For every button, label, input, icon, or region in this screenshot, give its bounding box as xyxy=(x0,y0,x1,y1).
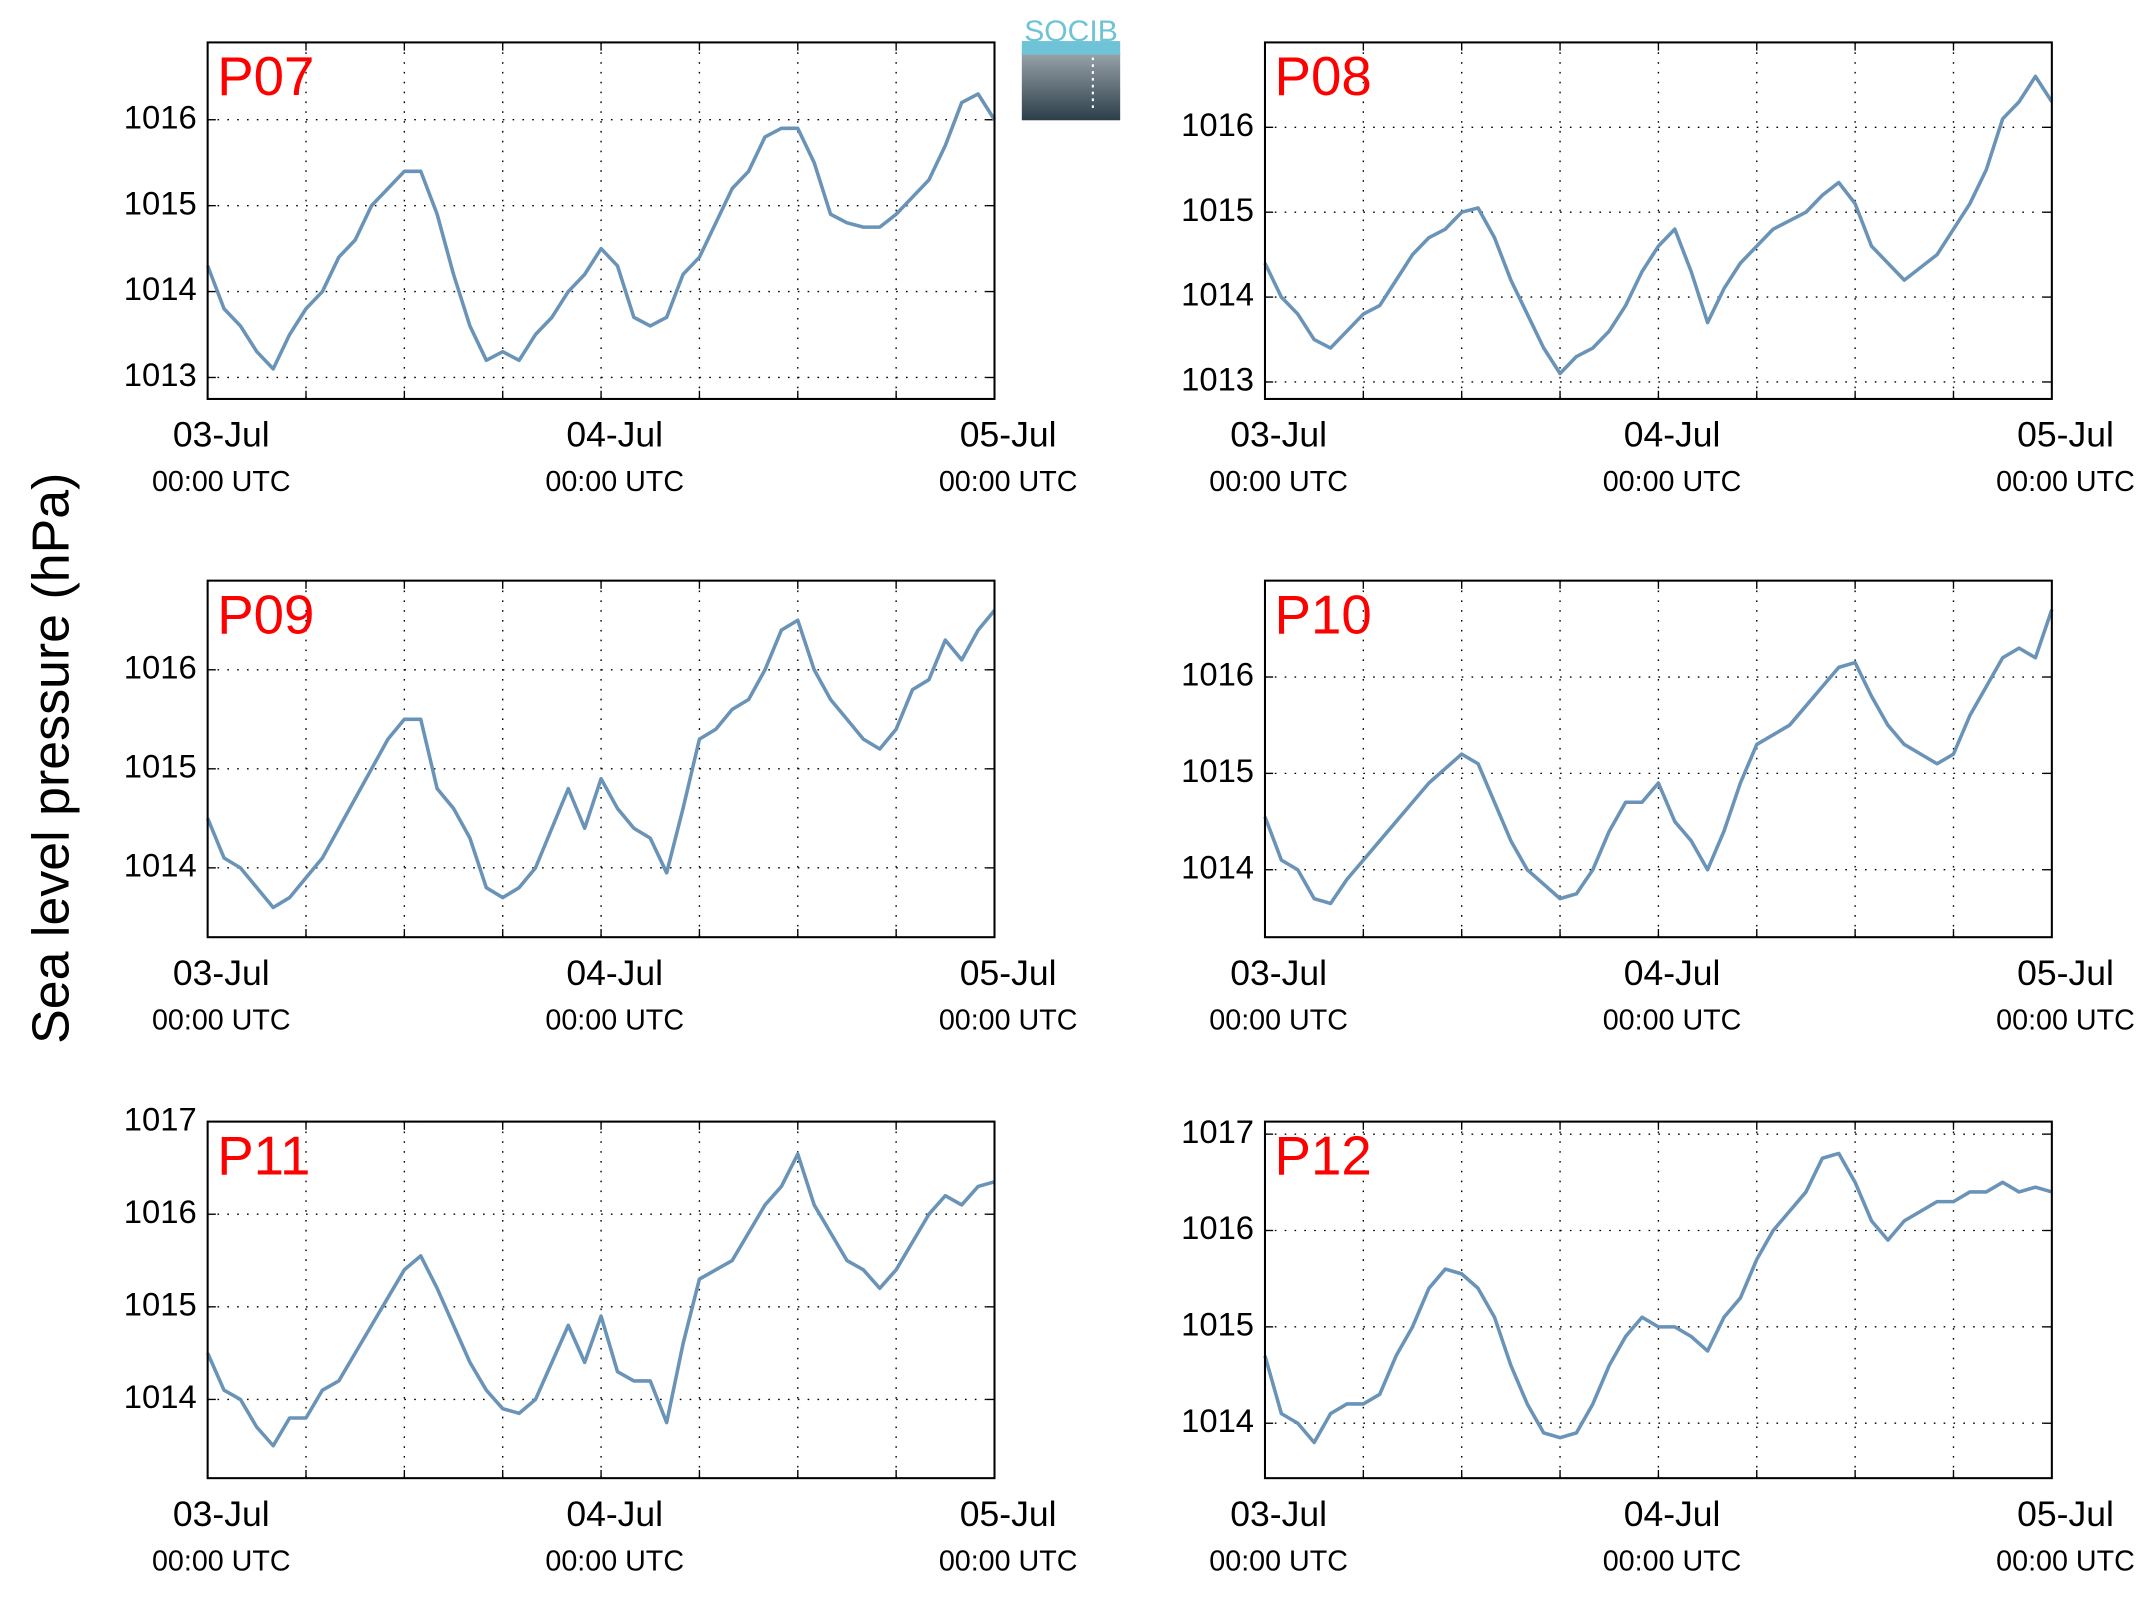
subplot: 1014 1015 1016 03-Jul 00:00 UTC 04-Jul 00:00 U… xyxy=(1181,579,2135,1036)
y-tick-label: 1017 xyxy=(1181,1113,1254,1150)
x-tick-label: 04-Jul xyxy=(1624,953,1721,993)
x-tick-sublabel: 00:00 UTC xyxy=(1603,1004,1742,1036)
y-tick-label: 1015 xyxy=(1181,191,1254,228)
x-tick-sublabel: 00:00 UTC xyxy=(939,1004,1078,1036)
x-tick-sublabel: 00:00 UTC xyxy=(1209,1545,1348,1577)
plot-frame xyxy=(206,579,996,939)
x-tick-label: 03-Jul xyxy=(173,1494,270,1534)
panel-title: P09 xyxy=(217,584,314,645)
plot-frame xyxy=(1263,579,2053,939)
y-tick-label: 1014 xyxy=(1181,1402,1254,1439)
data-line xyxy=(1263,608,2054,906)
y-tick-label: 1017 xyxy=(124,1100,197,1137)
x-tick-sublabel: 00:00 UTC xyxy=(1996,1545,2135,1577)
x-tick-label: 05-Jul xyxy=(2017,1494,2114,1534)
logo: SOCIB xyxy=(1021,15,1121,121)
y-tick-label: 1016 xyxy=(1181,106,1254,143)
y-tick-label: 1014 xyxy=(124,1378,197,1415)
x-tick-sublabel: 00:00 UTC xyxy=(545,466,684,498)
data-line xyxy=(205,92,996,371)
data-line xyxy=(1263,1151,2053,1445)
y-tick-label: 1014 xyxy=(1181,276,1254,313)
x-tick-label: 03-Jul xyxy=(1230,415,1327,455)
x-tick-sublabel: 00:00 UTC xyxy=(545,1545,684,1577)
data-line xyxy=(206,609,996,910)
x-tick-sublabel: 00:00 UTC xyxy=(545,1004,684,1036)
x-tick-sublabel: 00:00 UTC xyxy=(1996,1004,2135,1036)
data-line xyxy=(206,1152,995,1448)
x-tick-label: 05-Jul xyxy=(2017,953,2114,993)
subplot: 1014 1015 1016 1017 03-Jul 00:00 UTC 04-Jul 00:… xyxy=(124,1100,1078,1577)
x-tick-sublabel: 00:00 UTC xyxy=(939,466,1078,498)
x-tick-sublabel: 00:00 UTC xyxy=(1996,466,2135,498)
panel-title: P10 xyxy=(1275,584,1372,645)
y-tick-label: 1013 xyxy=(124,356,197,393)
y-tick-label: 1015 xyxy=(124,184,197,221)
x-tick-label: 03-Jul xyxy=(1230,953,1327,993)
x-tick-sublabel: 00:00 UTC xyxy=(1603,1545,1742,1577)
panel-title: P08 xyxy=(1275,46,1372,107)
y-tick-label: 1015 xyxy=(124,1285,197,1322)
x-tick-label: 03-Jul xyxy=(173,953,270,993)
y-tick-label: 1013 xyxy=(1181,361,1254,398)
x-tick-label: 04-Jul xyxy=(566,953,663,993)
y-tick-label: 1016 xyxy=(124,1193,197,1230)
y-tick-label: 1016 xyxy=(1181,1209,1254,1246)
panel-title: P12 xyxy=(1275,1125,1372,1186)
x-tick-sublabel: 00:00 UTC xyxy=(152,1004,291,1036)
x-tick-label: 03-Jul xyxy=(1230,1494,1327,1534)
y-tick-label: 1016 xyxy=(124,648,197,685)
x-tick-sublabel: 00:00 UTC xyxy=(152,1545,291,1577)
plot-frame xyxy=(1263,41,2053,400)
y-axis-label: Sea level pressure (hPa) xyxy=(22,473,80,1044)
data-line xyxy=(1263,74,2054,376)
y-tick-label: 1015 xyxy=(1181,752,1254,789)
x-tick-sublabel: 00:00 UTC xyxy=(152,466,291,498)
x-tick-label: 05-Jul xyxy=(960,1494,1057,1534)
y-tick-label: 1014 xyxy=(124,270,197,307)
subplot: 1013 1014 1015 1016 03-Jul 00:00 UTC 04-Jul 00:… xyxy=(1181,41,2135,498)
y-tick-label: 1015 xyxy=(124,747,197,784)
x-tick-label: 03-Jul xyxy=(173,415,270,455)
x-tick-label: 04-Jul xyxy=(1624,415,1721,455)
x-tick-label: 05-Jul xyxy=(960,953,1057,993)
subplot: 1014 1015 1016 03-Jul 00:00 UTC 04-Jul 00:00 U… xyxy=(124,579,1078,1036)
y-tick-label: 1014 xyxy=(124,847,197,884)
x-tick-label: 04-Jul xyxy=(566,1494,663,1534)
x-tick-sublabel: 00:00 UTC xyxy=(939,1545,1078,1577)
x-tick-label: 04-Jul xyxy=(566,415,663,455)
subplot: 1014 1015 1016 1017 03-Jul 00:00 UTC 04-Jul 00:… xyxy=(1181,1113,2135,1578)
y-tick-label: 1016 xyxy=(124,98,197,135)
x-tick-label: 05-Jul xyxy=(2017,415,2114,455)
plot-frame xyxy=(206,41,996,400)
y-tick-label: 1014 xyxy=(1181,848,1254,885)
logo-block xyxy=(1021,51,1121,121)
y-tick-label: 1016 xyxy=(1181,656,1254,693)
x-tick-sublabel: 00:00 UTC xyxy=(1603,466,1742,498)
logo-wave xyxy=(1021,41,1121,55)
x-tick-sublabel: 00:00 UTC xyxy=(1209,466,1348,498)
panel-title: P07 xyxy=(217,46,314,107)
panel-title: P11 xyxy=(217,1125,310,1186)
plot-frame xyxy=(1263,1120,2053,1480)
x-tick-label: 05-Jul xyxy=(960,415,1057,455)
subplot: 1013 1014 1015 1016 03-Jul 00:00 UTC 04-Jul 00:… xyxy=(124,41,1078,498)
logo-text: SOCIB xyxy=(1024,15,1118,48)
plot-frame xyxy=(206,1120,996,1480)
x-tick-label: 04-Jul xyxy=(1624,1494,1721,1534)
y-tick-label: 1015 xyxy=(1181,1306,1254,1343)
x-tick-sublabel: 00:00 UTC xyxy=(1209,1004,1348,1036)
